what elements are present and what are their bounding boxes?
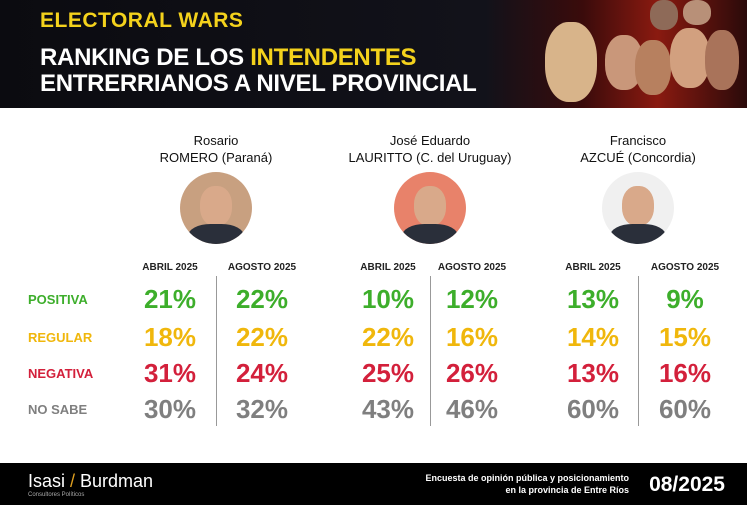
- period-header: ABRIL 2025: [565, 262, 621, 273]
- value-regular: 18%: [143, 322, 197, 352]
- title-line-2: ENTRERRIANOS A NIVEL PROVINCIAL: [40, 70, 477, 97]
- candidate-photo: [602, 172, 674, 244]
- column-divider: [638, 276, 639, 426]
- value-positiva: 21%: [143, 284, 197, 314]
- isasi-burdman-logo: Isasi / Burdman: [28, 471, 154, 491]
- candidate-name-line2: AZCUÉ (Concordia): [580, 150, 696, 165]
- value-negativa: 26%: [445, 358, 499, 388]
- value-no-sabe: 60%: [566, 394, 620, 424]
- column-divider: [216, 276, 217, 426]
- header-banner: ELECTORAL WARS RANKING DE LOS INTENDENTE…: [0, 0, 747, 108]
- value-regular: 22%: [361, 322, 415, 352]
- value-negativa: 24%: [235, 358, 289, 388]
- poster-collage-image: [535, 0, 747, 108]
- survey-date: 08/2025: [649, 473, 725, 496]
- period-header: AGOSTO 2025: [437, 262, 507, 273]
- value-positiva: 13%: [566, 284, 620, 314]
- candidate-photo: [394, 172, 466, 244]
- value-positiva: 22%: [235, 284, 289, 314]
- value-no-sabe: 32%: [235, 394, 289, 424]
- value-negativa: 13%: [566, 358, 620, 388]
- candidate-photo: [180, 172, 252, 244]
- survey-note: Encuesta de opinión pública y posicionam…: [425, 473, 629, 495]
- row-label-no-sabe: NO SABE: [28, 402, 88, 417]
- row-label-negativa: NEGATIVA: [28, 366, 94, 381]
- row-label-regular: REGULAR: [28, 330, 93, 345]
- period-header: AGOSTO 2025: [227, 262, 297, 273]
- value-positiva: 9%: [666, 284, 704, 314]
- candidate-name-line2: LAURITTO (C. del Uruguay): [348, 150, 512, 165]
- value-regular: 14%: [566, 322, 620, 352]
- value-negativa: 25%: [361, 358, 415, 388]
- candidate-name-line1: José Eduardo: [389, 133, 471, 148]
- value-no-sabe: 30%: [143, 394, 197, 424]
- value-negativa: 31%: [143, 358, 197, 388]
- value-regular: 22%: [235, 322, 289, 352]
- footer: Isasi / Burdman Consultores Políticos En…: [0, 463, 747, 505]
- value-no-sabe: 60%: [658, 394, 712, 424]
- period-header: AGOSTO 2025: [650, 262, 720, 273]
- value-positiva: 12%: [445, 284, 499, 314]
- candidate-name-line2: ROMERO (Paraná): [159, 150, 273, 165]
- brand-title: ELECTORAL WARS: [40, 9, 244, 32]
- candidate-name-line1: Rosario: [193, 133, 239, 148]
- logo-subtitle: Consultores Políticos: [28, 492, 85, 498]
- row-label-positiva: POSITIVA: [28, 292, 88, 307]
- value-negativa: 16%: [658, 358, 712, 388]
- value-positiva: 10%: [361, 284, 415, 314]
- title-line-1: RANKING DE LOS INTENDENTES: [40, 44, 417, 72]
- title-highlight: INTENDENTES: [250, 44, 417, 71]
- column-divider: [430, 276, 431, 426]
- candidate-name-line1: Francisco: [609, 133, 667, 148]
- value-regular: 15%: [658, 322, 712, 352]
- value-no-sabe: 43%: [361, 394, 415, 424]
- period-header: ABRIL 2025: [142, 262, 198, 273]
- value-no-sabe: 46%: [445, 394, 499, 424]
- value-regular: 16%: [445, 322, 499, 352]
- title-text: RANKING DE LOS: [40, 44, 251, 71]
- period-header: ABRIL 2025: [360, 262, 416, 273]
